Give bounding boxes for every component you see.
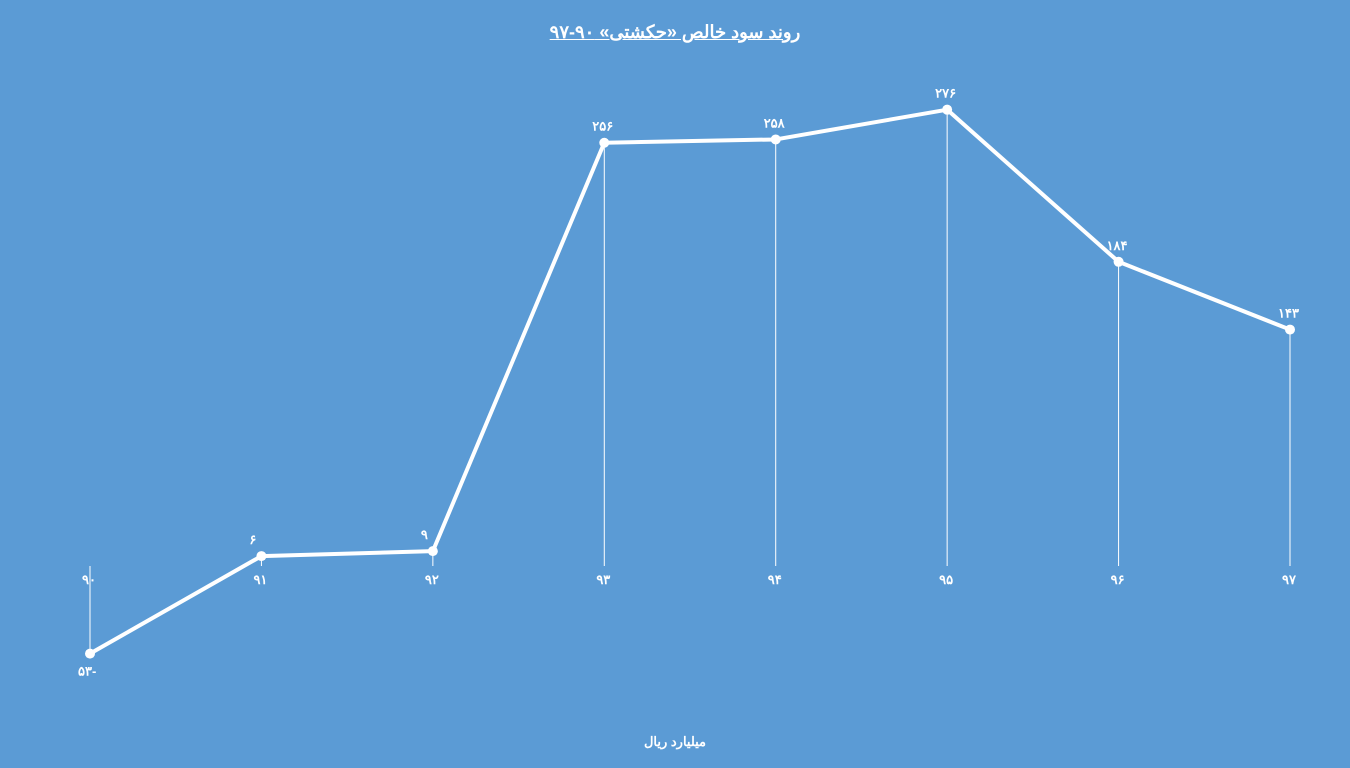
data-label: ۲۵۶ <box>592 119 613 134</box>
data-label: ۶ <box>249 532 256 547</box>
data-marker <box>942 105 952 115</box>
x-axis-label: ۹۷ <box>1282 572 1297 587</box>
data-label: ۱۴۳ <box>1278 306 1299 321</box>
chart-container: روند سود خالص «حکشتی» ۹۰-۹۷ -۵۳۶۹۲۵۶۲۵۸۲… <box>0 0 1350 768</box>
data-marker <box>85 649 95 659</box>
x-axis-label: ۹۳ <box>596 572 610 587</box>
x-axis-label: ۹۱ <box>253 572 267 587</box>
data-label: -۵۳ <box>78 664 96 679</box>
data-marker <box>771 134 781 144</box>
x-axis-label: ۹۵ <box>939 572 953 587</box>
x-axis-label: ۹۶ <box>1111 572 1125 587</box>
x-axis-label: ۹۴ <box>768 572 782 587</box>
data-label: ۱۸۴ <box>1107 238 1128 253</box>
data-marker <box>1114 257 1124 267</box>
data-marker <box>1285 325 1295 335</box>
data-label: ۲۷۶ <box>935 86 956 101</box>
data-label: ۹ <box>421 527 428 542</box>
data-label: ۲۵۸ <box>764 115 786 130</box>
x-axis-label: ۹۰ <box>82 572 96 587</box>
x-axis-label: ۹۲ <box>425 572 439 587</box>
chart-svg: -۵۳ ۶ ۹ ۲۵۶ ۲۵۸ ۲۷۶ ۱۸۴ ۱۴۳ ۹۰ ۹۱ ۹۲ ۹۳ ۹۴ ۹۵ ۹۶ ۹۷ <box>0 0 1350 768</box>
data-marker <box>256 551 266 561</box>
data-marker <box>599 138 609 148</box>
data-marker <box>428 546 438 556</box>
x-axis-title: میلیارد ریال <box>0 734 1350 750</box>
